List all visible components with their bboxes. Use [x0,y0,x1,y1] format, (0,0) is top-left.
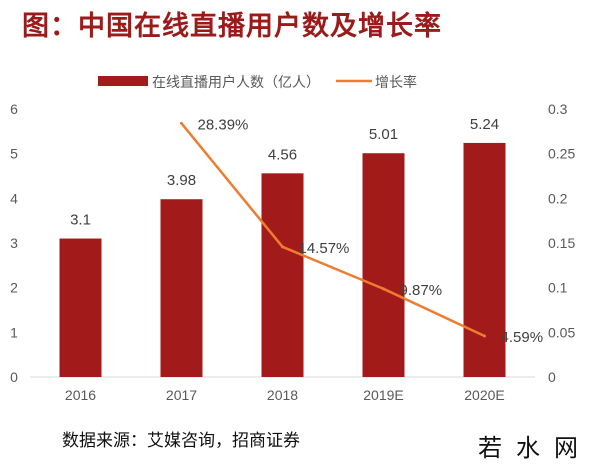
left-axis-tick: 5 [10,146,18,162]
bar-data-label: 4.56 [268,146,297,163]
line-point [281,245,284,249]
bar-data-label: 3.1 [70,212,91,229]
left-axis-tick: 2 [10,280,18,296]
x-axis-tick: 2020E [464,387,504,403]
x-axis-tick: 2018 [267,387,298,403]
line-point [382,287,385,291]
chart-title: 图：中国在线直播用户数及增长率 [22,11,442,42]
bar-data-label: 3.98 [167,172,196,189]
x-axis-tick: 2019E [363,387,403,403]
line-point [483,334,486,338]
bar [362,153,405,377]
line-data-label: 14.57% [299,240,350,257]
legend-bar-swatch [98,76,148,86]
right-axis-tick: 0.05 [548,324,575,340]
right-axis-tick: 0.3 [548,101,568,117]
right-axis-tick: 0.15 [548,235,575,251]
watermark-logo: 若水网 [478,434,592,462]
bar [463,142,506,377]
legend-bar-label: 在线直播用户人数（亿人） [152,74,320,91]
line-data-label: 28.39% [198,116,249,133]
left-axis-tick: 6 [10,101,18,117]
bar [59,238,102,377]
legend-line-label: 增长率 [375,74,417,91]
right-axis-tick: 0.2 [548,190,568,206]
right-axis-tick: 0.25 [548,146,575,162]
x-axis-tick: 2016 [65,387,96,403]
x-axis-tick: 2017 [166,387,197,403]
left-axis-tick: 1 [10,324,18,340]
left-axis-tick: 0 [10,369,18,385]
bar-data-label: 5.24 [470,116,499,133]
bar [160,199,203,377]
right-axis-tick: 0 [548,369,556,385]
bar [261,173,304,377]
growth-rate-line [180,122,486,338]
left-axis-tick: 3 [10,235,18,251]
line-data-label: 9.87% [400,282,443,299]
left-axis-tick: 4 [10,190,18,206]
bar-data-label: 5.01 [369,126,398,143]
right-axis-tick: 0.1 [548,280,568,296]
line-point [180,121,183,125]
line-data-label: 4.59% [501,329,544,346]
source-note: 数据来源：艾媒咨询，招商证券 [62,431,300,451]
